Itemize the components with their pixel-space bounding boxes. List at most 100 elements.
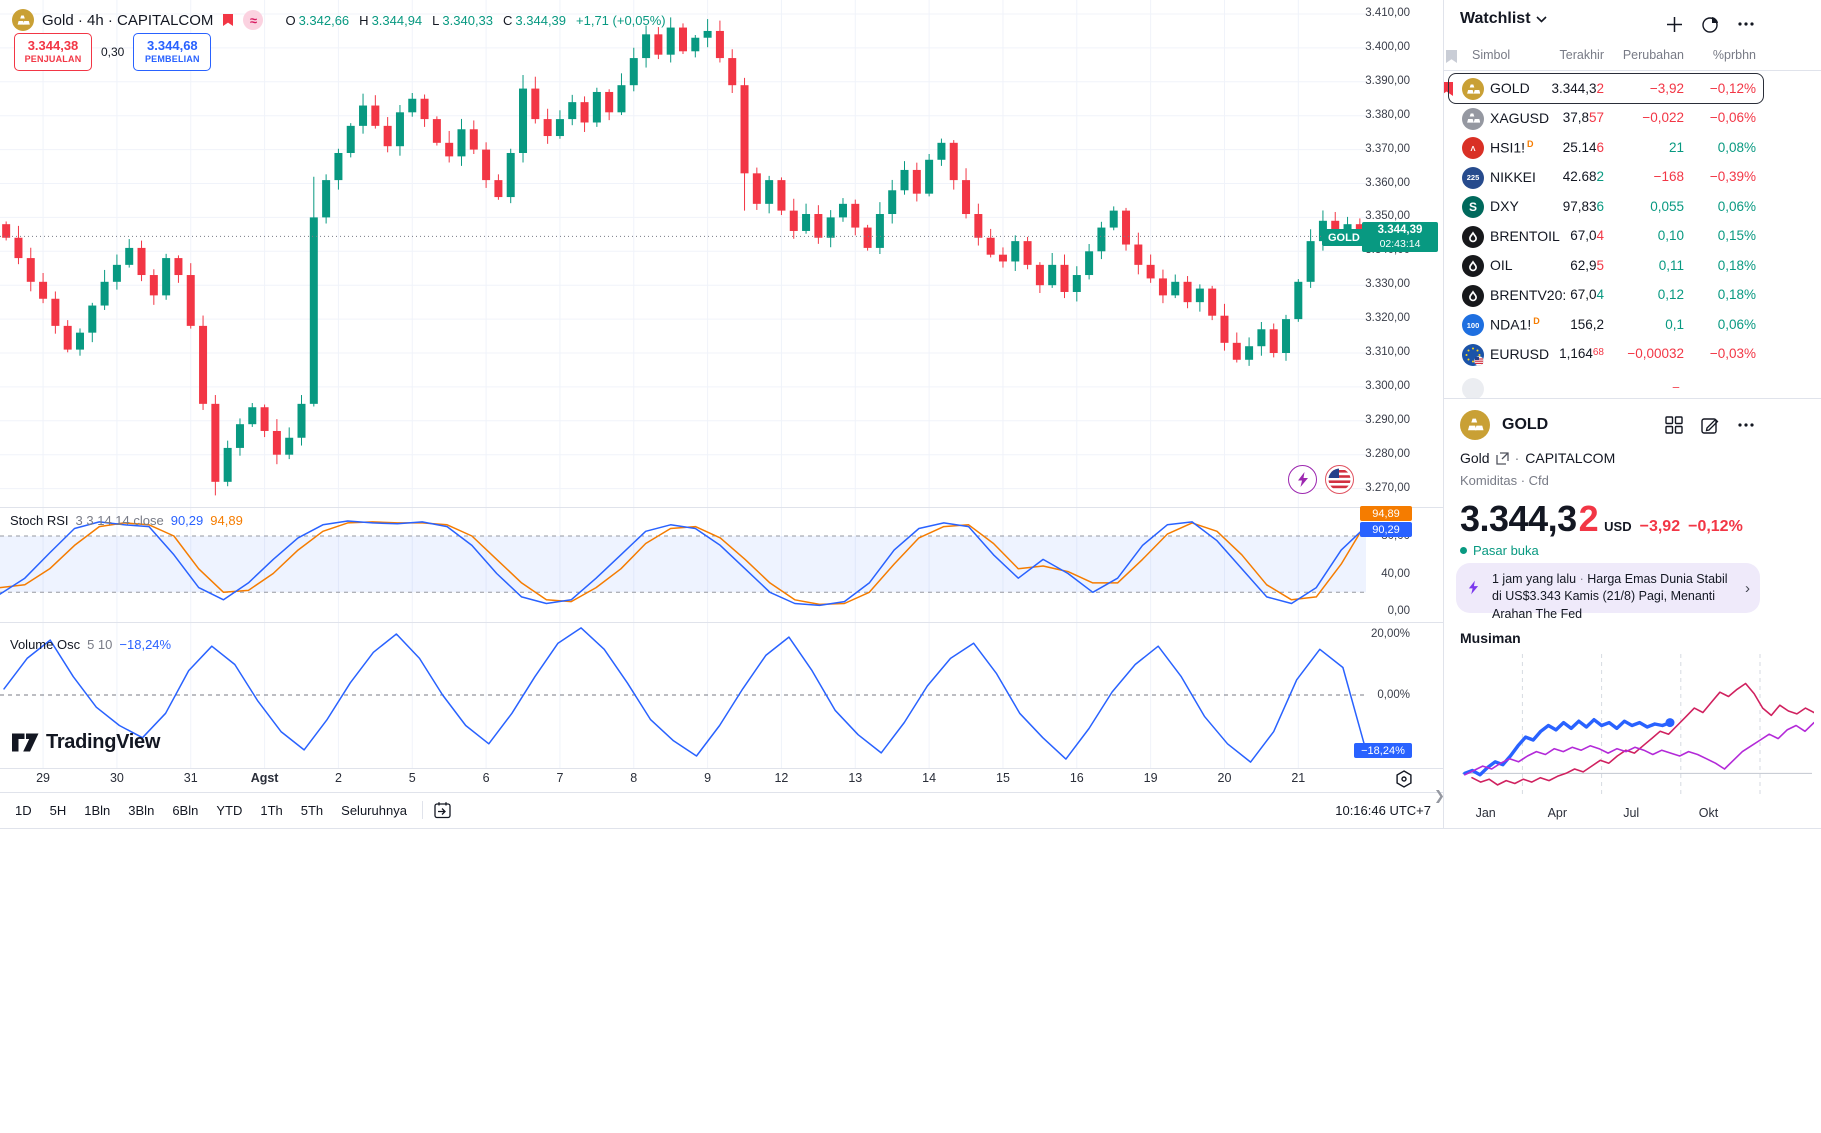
seasonal-chart[interactable] [1454, 648, 1814, 804]
watchlist-row-partial[interactable]: − [1444, 374, 1821, 398]
col-simbol[interactable]: Simbol [1472, 48, 1511, 62]
seasonal-month-label: Apr [1547, 806, 1568, 820]
stoch-axis-label[interactable]: 40,00 [1381, 567, 1410, 580]
time-axis-label[interactable]: 12 [774, 771, 789, 785]
watchlist-row-xagusd[interactable]: XAGUSD 37,857 −0,022 −0,06% [1444, 104, 1821, 134]
col-prbhn[interactable]: %prbhn [1712, 48, 1756, 62]
price-axis-label[interactable]: 3.330,00 [1365, 278, 1410, 291]
price-axis-label[interactable]: 3.310,00 [1365, 346, 1410, 358]
news-card[interactable]: 1 jam yang lalu · Harga Emas Dunia Stabi… [1456, 563, 1760, 621]
flag-column-icon[interactable] [1446, 50, 1457, 63]
col-perubahan[interactable]: Perubahan [1622, 48, 1684, 62]
range-button-5th[interactable]: 5Th [300, 802, 324, 818]
layout-grid-icon[interactable] [1662, 413, 1686, 437]
pane-separator[interactable] [0, 507, 1443, 508]
watchlist-title-menu[interactable]: Watchlist [1460, 10, 1547, 28]
price-axis-label[interactable]: 3.350,00 [1365, 210, 1410, 223]
chart-region: Gold · 4h · CAPITALCOM ≈ O 3.342,66 H 3.344… [0, 0, 1445, 820]
time-axis-label[interactable]: 21 [1291, 771, 1306, 785]
price-axis-label[interactable]: 3.300,00 [1365, 379, 1410, 392]
clock-timezone[interactable]: 10:16:46 UTC+7 [1335, 802, 1431, 818]
lightning-events-icon[interactable] [1288, 465, 1317, 494]
watchlist-row-eurusd[interactable]: EURUSD 1,16468 −0,00032 −0,03% [1444, 340, 1821, 370]
ohlc-o: O 3.342,66 [285, 12, 350, 28]
detail-name[interactable]: Gold [1460, 450, 1490, 466]
volume-osc-value: −18,24% [119, 637, 172, 652]
price-axis-label[interactable]: 3.400,00 [1365, 40, 1410, 53]
watchlist-row-dxy[interactable]: S DXY 97,836 0,055 0,06% [1444, 192, 1821, 222]
price-axis-label[interactable]: 3.320,00 [1365, 312, 1410, 325]
range-button-1d[interactable]: 1D [15, 802, 32, 818]
chart-symbol-title[interactable]: Gold · 4h · CAPITALCOM [42, 11, 214, 29]
detail-more-options[interactable] [1734, 413, 1758, 437]
watchlist-row-oil[interactable]: OIL 62,95 0,11 0,18% [1444, 251, 1821, 281]
volume-osc-pane[interactable] [0, 622, 1443, 768]
price-axis-label[interactable]: 3.410,00 [1365, 7, 1410, 19]
add-symbol-button[interactable] [1662, 12, 1686, 36]
time-axis-label[interactable]: 5 [408, 771, 416, 785]
session-settings-icon[interactable] [1394, 769, 1414, 794]
price-axis-label[interactable]: 3.290,00 [1365, 413, 1410, 426]
time-axis-label[interactable]: 8 [630, 771, 638, 785]
us-session-flag-icon[interactable] [1325, 465, 1354, 494]
volume-axis-label[interactable]: 0,00% [1377, 689, 1410, 701]
watchlist-row-nikkei[interactable]: 225 NIKKEI 42.682 −168 −0,39% [1444, 163, 1821, 193]
time-axis-label[interactable]: Agst [250, 771, 279, 785]
pane-separator[interactable] [0, 622, 1443, 623]
watchlist-row-nda1[interactable]: 100 NDA1! D 156,2 0,1 0,06% [1444, 310, 1821, 340]
detail-price-main: 3.344,3 [1460, 498, 1577, 539]
time-axis-label[interactable]: 31 [183, 771, 198, 785]
time-axis-label[interactable]: 15 [996, 771, 1010, 785]
watchlist-more-options[interactable] [1734, 12, 1758, 36]
row-flag-icon[interactable] [1444, 81, 1453, 97]
time-axis-label[interactable]: 13 [848, 771, 863, 785]
range-button-5h[interactable]: 5H [49, 802, 67, 818]
price-axis-label[interactable]: 3.270,00 [1365, 481, 1410, 494]
buy-button[interactable]: 3.344,68 PEMBELIAN [133, 33, 212, 71]
stoch-rsi-pane[interactable] [0, 507, 1443, 622]
stoch-axis-label[interactable]: 0,00 [1387, 605, 1410, 617]
last-price-symbol-tag: GOLD [1322, 229, 1366, 246]
volume-axis-label[interactable]: 20,00% [1370, 628, 1410, 640]
watchlist-row-brentoil[interactable]: BRENTOIL 67,04 0,10 0,15% [1444, 222, 1821, 252]
time-axis-label[interactable]: 2 [334, 771, 342, 785]
price-axis-label[interactable]: 3.390,00 [1365, 74, 1410, 87]
edit-note-icon[interactable] [1698, 413, 1722, 437]
time-axis-label[interactable]: 16 [1069, 771, 1084, 785]
bookmark-flag-icon[interactable] [221, 13, 235, 27]
range-button-1bln[interactable]: 1Bln [84, 802, 111, 818]
time-axis-label[interactable]: 14 [922, 771, 937, 785]
range-button-seluruhnya[interactable]: Seluruhnya [341, 802, 407, 818]
time-axis-label[interactable]: 7 [556, 771, 564, 785]
tradingview-logo[interactable]: TradingView [12, 731, 160, 754]
time-axis-label[interactable]: 20 [1217, 771, 1232, 785]
range-button-3bln[interactable]: 3Bln [128, 802, 155, 818]
time-axis-label[interactable]: 6 [482, 771, 490, 785]
time-axis-label[interactable]: 29 [36, 771, 51, 785]
stoch-rsi-legend[interactable]: Stoch RSI 3 3 14 14 close 90,29 94,89 [10, 513, 243, 528]
candlestick-chart[interactable] [0, 0, 1443, 507]
watchlist-row-brentv20[interactable]: BRENTV20: 67,04 0,12 0,18% [1444, 281, 1821, 311]
price-axis-label[interactable]: 3.370,00 [1365, 142, 1410, 155]
time-axis-label[interactable]: 30 [109, 771, 124, 785]
price-axis-label[interactable]: 3.380,00 [1365, 108, 1410, 121]
external-link-icon[interactable] [1495, 451, 1509, 465]
col-terakhir[interactable]: Terakhir [1559, 48, 1604, 62]
sell-button[interactable]: 3.344,38 PENJUALAN [14, 33, 92, 71]
go-to-date-icon[interactable] [433, 801, 452, 820]
watchlist-row-gold[interactable]: GOLD 3.344,32 −3,92 −0,12% [1444, 74, 1821, 104]
news-chevron-icon: › [1745, 580, 1750, 597]
price-axis-label[interactable]: 3.280,00 [1365, 447, 1410, 460]
range-button-6bln[interactable]: 6Bln [172, 802, 199, 818]
similar-symbols-icon[interactable]: ≈ [243, 10, 264, 30]
heatmap-pie-icon[interactable] [1698, 12, 1722, 36]
collapse-panel-chevron[interactable]: ❯ [1434, 788, 1445, 803]
volume-osc-legend[interactable]: Volume Osc 5 10 −18,24% [10, 637, 171, 652]
time-axis-label[interactable]: 19 [1143, 771, 1158, 785]
time-axis-label[interactable]: 9 [704, 771, 712, 785]
range-button-1th[interactable]: 1Th [260, 802, 283, 818]
price-axis-label[interactable]: 3.360,00 [1365, 176, 1410, 189]
range-button-ytd[interactable]: YTD [216, 802, 243, 818]
watchlist-row-hsi1[interactable]: Λ HSI1! D 25.146 21 0,08% [1444, 133, 1821, 163]
detail-meta: Komiditas · Cfd [1460, 473, 1549, 488]
